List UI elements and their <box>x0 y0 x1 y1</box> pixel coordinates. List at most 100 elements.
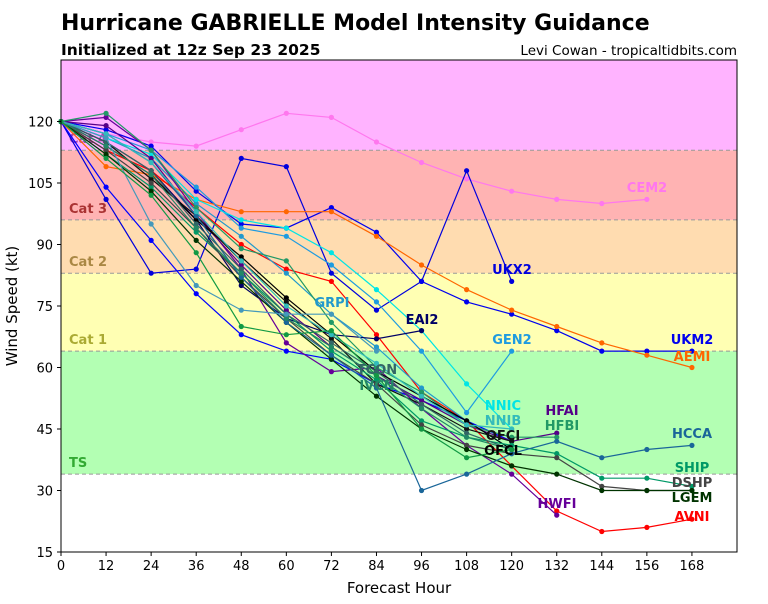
data-point <box>509 442 515 448</box>
data-point <box>238 262 244 268</box>
data-point <box>148 192 154 198</box>
data-point <box>464 422 470 428</box>
data-point <box>283 209 289 215</box>
data-point <box>509 311 515 317</box>
data-point <box>509 471 515 477</box>
data-point <box>464 434 470 440</box>
x-tick-label: 48 <box>233 559 250 574</box>
x-tick-label: 12 <box>98 559 115 574</box>
data-point <box>644 196 650 202</box>
series-label-hcca: HCCA <box>672 427 712 442</box>
data-point <box>283 270 289 276</box>
data-point <box>238 270 244 276</box>
data-point <box>103 184 109 190</box>
data-point <box>509 307 515 313</box>
data-point <box>283 110 289 116</box>
data-point <box>283 319 289 325</box>
y-axis-label: Wind Speed (kt) <box>3 246 21 367</box>
data-point <box>103 135 109 141</box>
data-point <box>328 114 334 120</box>
x-tick-label: 84 <box>368 559 385 574</box>
series-label-avni: AVNI <box>675 510 710 525</box>
data-point <box>373 287 380 293</box>
data-point <box>509 278 515 284</box>
data-point <box>373 360 380 366</box>
data-point <box>283 307 289 313</box>
series-label-ofci: OFCI <box>486 429 520 444</box>
data-point <box>148 151 154 157</box>
data-point <box>509 463 515 469</box>
data-point <box>373 139 380 145</box>
series-line <box>60 112 557 438</box>
data-point <box>418 418 425 424</box>
data-point <box>238 254 244 260</box>
series-label-cem2: CEM2 <box>627 181 667 196</box>
x-tick-label: 108 <box>454 559 479 574</box>
data-point <box>103 155 109 161</box>
data-point <box>238 323 244 330</box>
data-point <box>148 139 154 145</box>
series-label-ivcn: IVCN <box>359 379 394 394</box>
data-point <box>464 168 470 174</box>
data-point <box>283 340 289 346</box>
data-point <box>328 270 334 276</box>
data-point <box>103 147 109 153</box>
data-point <box>509 446 515 453</box>
data-point <box>599 455 605 461</box>
data-point <box>328 344 334 350</box>
series-line <box>60 120 377 352</box>
x-tick-label: 36 <box>188 559 205 574</box>
data-point <box>644 524 650 531</box>
data-point <box>689 364 695 371</box>
chart-title: Hurricane GABRIELLE Model Intensity Guid… <box>61 11 650 36</box>
data-point <box>238 233 244 239</box>
data-point <box>328 319 334 325</box>
data-point <box>328 336 334 342</box>
band-cat-4 <box>61 60 737 151</box>
data-point <box>509 451 515 457</box>
data-point <box>554 451 560 457</box>
y-tick-label: 75 <box>36 300 53 315</box>
series-label-grpi: GRPI <box>314 296 349 311</box>
data-point <box>464 176 470 182</box>
data-point <box>148 237 154 243</box>
data-point <box>238 209 244 215</box>
band-td <box>61 474 737 552</box>
data-point <box>238 225 244 231</box>
series-label-ukm2: UKM2 <box>671 333 714 348</box>
band-cat-3 <box>61 150 737 220</box>
data-point <box>464 442 470 448</box>
data-point <box>193 229 199 235</box>
data-point <box>283 315 289 321</box>
data-point <box>644 352 650 358</box>
data-point <box>148 270 154 276</box>
data-point <box>238 221 244 227</box>
data-point <box>464 471 470 477</box>
data-point <box>373 307 380 313</box>
data-point <box>554 455 560 461</box>
data-point <box>283 299 289 305</box>
data-point <box>328 332 334 338</box>
data-point <box>599 340 605 346</box>
data-point <box>193 225 199 231</box>
data-point <box>418 401 425 407</box>
data-point <box>328 356 334 362</box>
data-point <box>103 131 109 137</box>
x-tick-label: 0 <box>57 559 65 574</box>
data-point <box>283 348 289 354</box>
data-point <box>554 512 560 518</box>
data-point <box>418 348 425 354</box>
data-point <box>193 184 199 190</box>
data-point <box>373 369 380 375</box>
x-tick-label: 132 <box>544 559 569 574</box>
data-point <box>148 184 154 190</box>
series-label-hfbi: HFBI <box>545 419 580 434</box>
data-point <box>193 209 199 215</box>
data-point <box>283 266 289 272</box>
data-point <box>238 258 244 264</box>
band-label: Cat 2 <box>69 255 107 270</box>
model-labels: CEM2 UKX2 UKM2 AEMI AVNI GRPI GEN2 NNIC EAI2 HWFI… <box>314 181 713 525</box>
data-point <box>373 229 380 235</box>
data-point <box>238 127 244 133</box>
